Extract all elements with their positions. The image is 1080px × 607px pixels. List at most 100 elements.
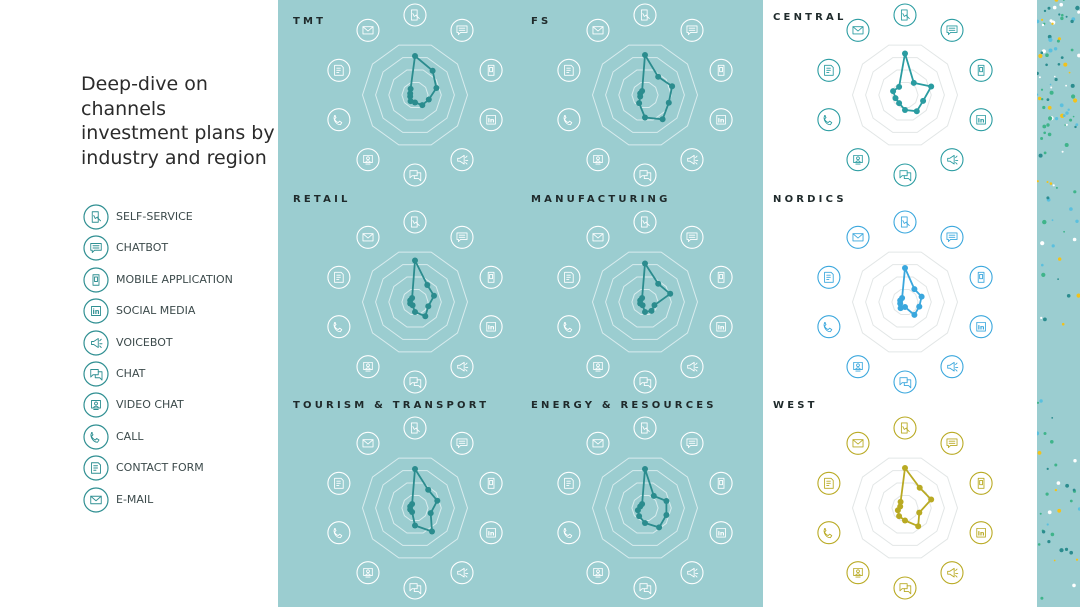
confetti-dot [1043,131,1046,135]
contact-form-icon [817,471,841,495]
confetti-dot [1057,508,1062,513]
confetti-dot [1041,23,1045,27]
svg-text:in: in [718,117,725,125]
chat-icon [633,576,657,600]
radar-ring [361,457,469,559]
confetti-dot [1047,34,1052,39]
confetti-dot [1056,481,1061,485]
data-point [897,305,904,312]
confetti-dot [1042,105,1046,110]
confetti-dot [1038,153,1043,158]
confetti-dot [1061,13,1064,17]
radar-ring [851,44,959,146]
data-point [412,53,418,59]
confetti-dot [1062,0,1065,1]
radar-ring [388,69,442,121]
confetti-dot [1051,244,1055,248]
svg-text:in: in [718,324,725,332]
confetti-dot [1041,263,1044,267]
call-icon [83,424,109,450]
voicebot-icon [680,355,704,379]
legend-label: VIDEO CHAT [116,398,184,412]
chat-icon [893,163,917,187]
email-icon [586,431,610,455]
data-point [407,98,414,105]
data-point [896,513,903,520]
confetti-dot [1043,151,1047,155]
radar-ring [591,251,699,353]
call-icon [557,521,581,545]
call-icon [817,108,841,132]
social-media-icon: in [709,108,733,132]
legend-label: CONTACT FORM [116,461,204,475]
data-point [655,280,662,287]
confetti-dot [1075,219,1079,223]
confetti-dot [1037,19,1040,24]
mobile-application-icon [479,58,503,82]
confetti-dot [1058,257,1062,261]
confetti-dot [1058,13,1061,16]
confetti-dot [1047,510,1052,515]
confetti-dot [1075,123,1079,126]
confetti-dot [1051,417,1054,419]
chat-icon [83,361,109,387]
data-point [902,107,908,113]
data-point [424,282,431,288]
chart-title: WEST [773,400,818,411]
radar-ring [891,82,919,108]
radar-ring [605,57,685,133]
svg-text:in: in [978,530,985,538]
confetti-dot [1041,18,1044,21]
confetti-dot [1053,559,1056,562]
legend-label: CHATBOT [116,241,169,255]
data-point [412,522,418,529]
radar-ring [631,495,659,521]
radar-chart: FS in [531,3,733,187]
svg-text:in: in [718,530,725,538]
contact-form-icon [817,58,841,82]
data-point [642,309,648,315]
self-service-icon [633,416,657,440]
radar-ring [605,470,685,546]
self-service-icon [403,210,427,234]
confetti-dot [1041,530,1046,534]
data-point [407,90,414,97]
data-point [642,260,648,267]
voicebot-icon [680,148,704,172]
radar-ring [891,289,919,315]
radar-ring [851,457,959,559]
voicebot-icon [83,329,109,356]
voicebot-icon [940,355,964,379]
chatbot-icon [450,225,474,249]
data-point [433,85,440,91]
chatbot-icon [940,431,964,455]
radar-ring [591,457,699,559]
data-point [427,510,434,517]
confetti-dot [1037,93,1039,96]
confetti-dot [1066,294,1071,298]
confetti-decoration [1037,0,1080,600]
data-point [916,509,923,516]
confetti-dot [1057,63,1061,66]
data-point [911,311,918,318]
confetti-dot [1073,190,1077,194]
chatbot-icon [83,235,109,261]
data-point [663,512,670,518]
data-point [409,295,416,301]
radar-ring [631,289,659,315]
confetti-dot [1054,77,1058,82]
confetti-dot [1037,180,1039,183]
confetti-dot [1037,401,1040,404]
confetti-dot [1054,488,1058,492]
mobile-application-icon [83,267,109,293]
confetti-dot [1054,0,1059,2]
call-icon [557,315,581,339]
data-point [412,309,418,315]
email-icon [586,225,610,249]
voicebot-icon [940,561,964,585]
confetti-dot [1057,37,1061,41]
social-media-icon: in [969,315,993,339]
data-point [659,116,666,123]
confetti-strip [1037,0,1080,607]
